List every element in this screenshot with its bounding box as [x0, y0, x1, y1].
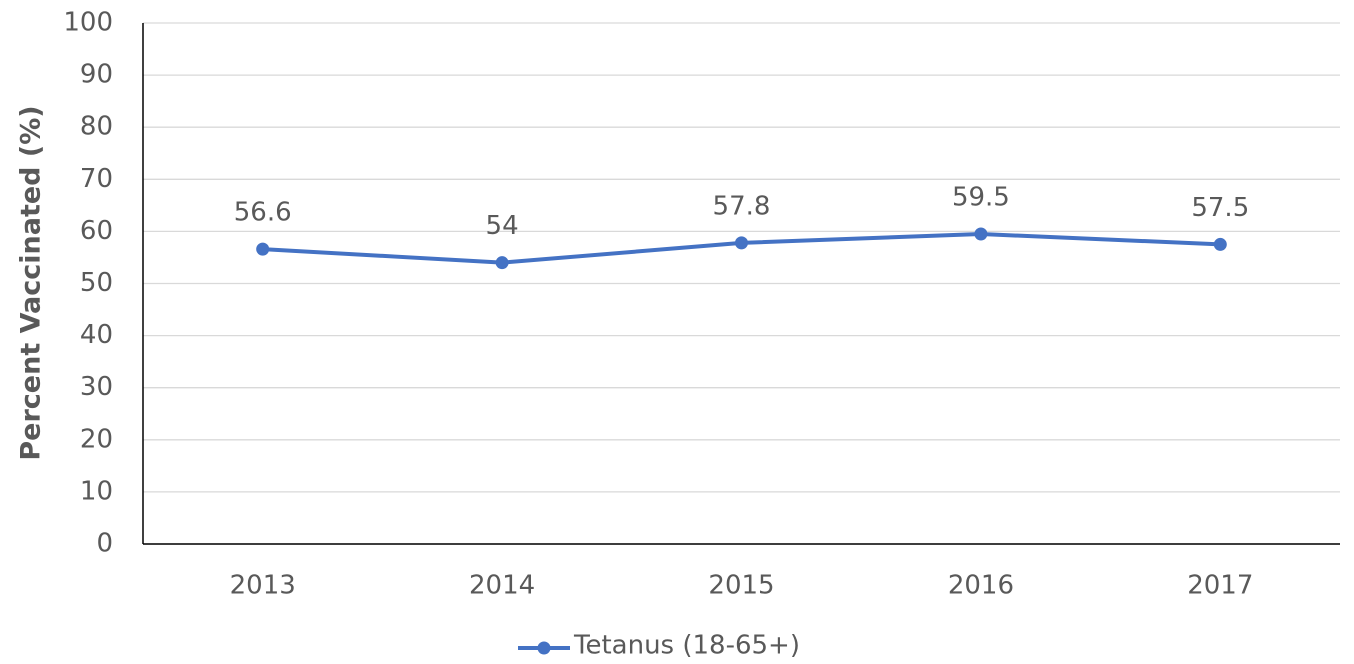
y-tick-label: 60 — [80, 216, 113, 246]
point — [735, 236, 748, 250]
y-tick-label: 80 — [80, 112, 113, 142]
point — [495, 256, 509, 270]
data-label: 54 — [486, 211, 519, 241]
x-tick-label: 2016 — [948, 571, 1014, 601]
y-tick-label: 0 — [96, 529, 113, 559]
x-tick-label: 2013 — [230, 571, 296, 601]
data-label: 57.5 — [1191, 193, 1249, 223]
data-label: 59.5 — [952, 183, 1010, 213]
legend-marker — [537, 641, 551, 655]
y-tick-label: 50 — [80, 268, 113, 298]
point — [256, 242, 270, 256]
point — [1213, 237, 1227, 251]
data-label: 57.8 — [713, 191, 771, 221]
y-tick-label: 90 — [80, 60, 113, 90]
data-label: 56.6 — [234, 198, 292, 228]
y-tick-label: 20 — [80, 424, 113, 454]
x-tick-label: 2014 — [469, 571, 535, 601]
y-tick-label: 10 — [80, 476, 113, 506]
point — [974, 227, 988, 241]
y-tick-label: 40 — [80, 320, 113, 350]
x-tick-label: 2015 — [708, 571, 774, 601]
legend-label: Tetanus (18-65+) — [573, 631, 800, 661]
y-axis-label: Percent Vaccinated (%) — [16, 105, 47, 460]
x-tick-label: 2017 — [1187, 571, 1253, 601]
y-tick-label: 70 — [80, 164, 113, 194]
y-tick-label: 30 — [80, 372, 113, 402]
y-tick-label: 100 — [63, 8, 113, 38]
